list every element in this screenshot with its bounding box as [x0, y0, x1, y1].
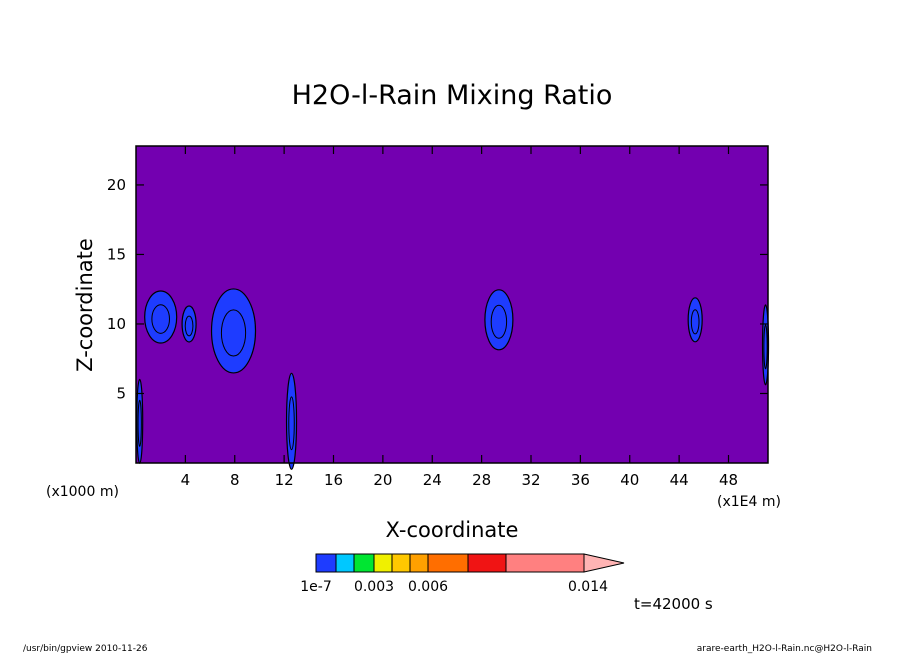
colorbar-label: 0.006 [408, 579, 448, 595]
colorbar-swatch [353, 553, 375, 573]
rain-feature-inner [220, 309, 247, 357]
plot-frame [135, 145, 769, 464]
x-tick-label: 32 [521, 471, 540, 489]
x-tick-label: 36 [571, 471, 590, 489]
y-tick-label: 15 [107, 245, 126, 263]
x-tick-label: 28 [472, 471, 491, 489]
rain-feature-inner [490, 304, 508, 339]
x-tick-label: 12 [275, 471, 294, 489]
rain-feature [144, 290, 178, 344]
rain-feature [181, 305, 197, 343]
x-tick-label: 8 [230, 471, 240, 489]
rain-feature [285, 372, 298, 470]
x-tick-label: 4 [181, 471, 191, 489]
rain-features [136, 288, 770, 470]
y-tick-label: 10 [107, 315, 126, 333]
colorbar-swatch [391, 553, 411, 573]
x-tick-label: 16 [324, 471, 343, 489]
time-annotation: t=42000 s [634, 595, 713, 613]
colorbar-label: 0.003 [354, 579, 394, 595]
colorbar-swatch [467, 553, 507, 573]
colorbar: 1e-7 0.003 0.006 0.014 [300, 553, 625, 595]
colorbar-arrow [583, 553, 625, 573]
y-axis-label: Z-coordinate [73, 238, 97, 372]
rain-feature [210, 288, 257, 374]
x-unit-left: (x1000 m) [46, 484, 119, 500]
colorbar-swatch [427, 553, 469, 573]
colorbar-swatch [505, 553, 585, 573]
rain-feature-inner [151, 304, 170, 334]
colorbar-label: 1e-7 [300, 579, 331, 595]
rain-feature-inner [763, 324, 768, 370]
colorbar-swatch [409, 553, 429, 573]
x-tick-label: 48 [719, 471, 738, 489]
x-tick-label: 20 [373, 471, 392, 489]
y-tick-label: 5 [116, 384, 126, 402]
colorbar-swatch [315, 553, 337, 573]
y-tick-label: 20 [107, 176, 126, 194]
rain-feature-inner [690, 309, 700, 335]
rain-feature-inner [137, 399, 142, 447]
colorbar-swatch [373, 553, 393, 573]
colorbar-swatch [335, 553, 355, 573]
x-unit-right: (x1E4 m) [717, 494, 781, 510]
chart-title: H2O-l-Rain Mixing Ratio [292, 80, 613, 111]
footer-right: arare-earth_H2O-l-Rain.nc@H2O-l-Rain [697, 644, 872, 654]
x-axis-label: X-coordinate [386, 518, 519, 542]
rain-feature-inner [288, 396, 295, 451]
rain-feature [687, 297, 703, 343]
colorbar-label: 0.014 [568, 579, 608, 595]
x-tick-label: 24 [423, 471, 442, 489]
x-axis-ticks: 4 8 12 16 20 24 28 32 36 40 44 48 [181, 146, 738, 489]
rain-feature [484, 289, 514, 351]
x-tick-label: 44 [670, 471, 689, 489]
rain-feature-inner [184, 315, 194, 337]
footer-left: /usr/bin/gpview 2010-11-26 [23, 644, 148, 654]
x-tick-label: 40 [620, 471, 639, 489]
y-axis-ticks: 5 10 15 20 [107, 176, 768, 402]
